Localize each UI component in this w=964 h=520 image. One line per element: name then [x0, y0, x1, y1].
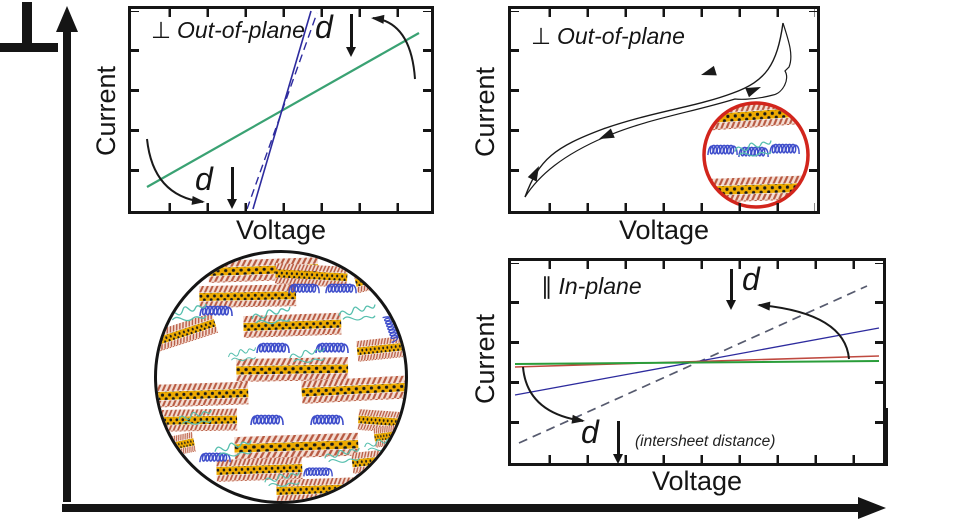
morphology-content [157, 257, 405, 501]
xlabel-top-right: Voltage [618, 215, 710, 245]
axis-ticks [513, 455, 881, 463]
axis-ticks [131, 11, 139, 209]
rotation-arrow-curve [758, 304, 850, 360]
axis-ticks [513, 9, 815, 17]
panel-title: ⊥ Out-of-plane [151, 17, 305, 43]
d-label-bottom: d [195, 161, 213, 197]
horizontal-axis-arrow-shaft [62, 504, 860, 512]
panel-top-left: ⊥ Out-of-plane d d [128, 6, 434, 214]
vertical-axis-arrow-shaft [63, 28, 71, 502]
arrowhead-icon [571, 414, 585, 424]
axis-ticks [423, 11, 431, 209]
iv-line-green-flat [514, 360, 880, 365]
panel-title: ∥ In-plane [541, 273, 642, 299]
morphology-circle-illustration [154, 250, 408, 504]
iv-line-steep-navy-dashed [246, 12, 318, 210]
arrowhead-icon [745, 87, 761, 98]
ylabel-bottom-right: Current [470, 313, 500, 405]
hysteresis-return-branch [524, 22, 792, 198]
inset-structure-illustration [705, 104, 807, 206]
arrowhead-icon [371, 14, 385, 24]
rotation-arrow-curve [372, 17, 416, 80]
arrowhead-icon [191, 195, 205, 205]
intersheet-distance-note: (intersheet distance) [635, 433, 776, 450]
down-arrow-icon [346, 14, 355, 57]
d-label-top: d [742, 261, 760, 297]
iv-line-dashed-steepest [518, 285, 868, 444]
arrowhead-icon [757, 301, 771, 311]
perpendicular-symbol-bar [0, 43, 58, 52]
axis-ticks [511, 11, 519, 209]
perpendicular-symbol-stem [22, 2, 32, 45]
horizontal-axis-arrowhead-icon [858, 497, 886, 519]
perp-glyph: ⊥ [151, 17, 172, 43]
perp-glyph: ⊥ [531, 23, 552, 49]
axis-ticks [511, 263, 519, 461]
panel-bottom-right: ∥ In-plane d d (intersheet distance) [508, 258, 886, 466]
nanosheet-array [157, 257, 405, 501]
ylabel-top-left: Current [91, 65, 121, 157]
panel-bottom-right-plot [514, 285, 880, 444]
arrowhead-icon [599, 128, 615, 139]
down-arrow-icon [613, 421, 622, 464]
arrowhead-icon [701, 65, 717, 76]
axis-ticks [875, 263, 883, 461]
panel-top-right: ⊥ Out-of-plane [508, 6, 820, 214]
down-arrow-icon [726, 269, 735, 310]
rotation-arrow-curve [522, 366, 584, 422]
vertical-axis-arrowhead-icon [56, 6, 78, 32]
panel-top-right-plot [524, 22, 810, 209]
panel-title: ⊥ Out-of-plane [531, 23, 685, 49]
axis-ticks [513, 203, 815, 211]
d-label-top: d [315, 9, 333, 45]
axis-ticks [133, 203, 429, 211]
axis-ticks [809, 11, 817, 209]
panel-top-left-plot [146, 10, 420, 210]
axis-ticks [133, 9, 429, 17]
hysteresis-forward-branch [524, 22, 784, 198]
xlabel-bottom-right: Voltage [651, 466, 743, 496]
xlabel-top-left: Voltage [235, 215, 327, 245]
ylabel-top-right: Current [470, 66, 500, 158]
axis-ticks [513, 261, 881, 269]
down-arrow-icon [227, 167, 236, 209]
d-label-bottom: d [581, 414, 599, 450]
arrowhead-icon [527, 166, 539, 182]
parallel-glyph: ∥ [541, 273, 553, 299]
